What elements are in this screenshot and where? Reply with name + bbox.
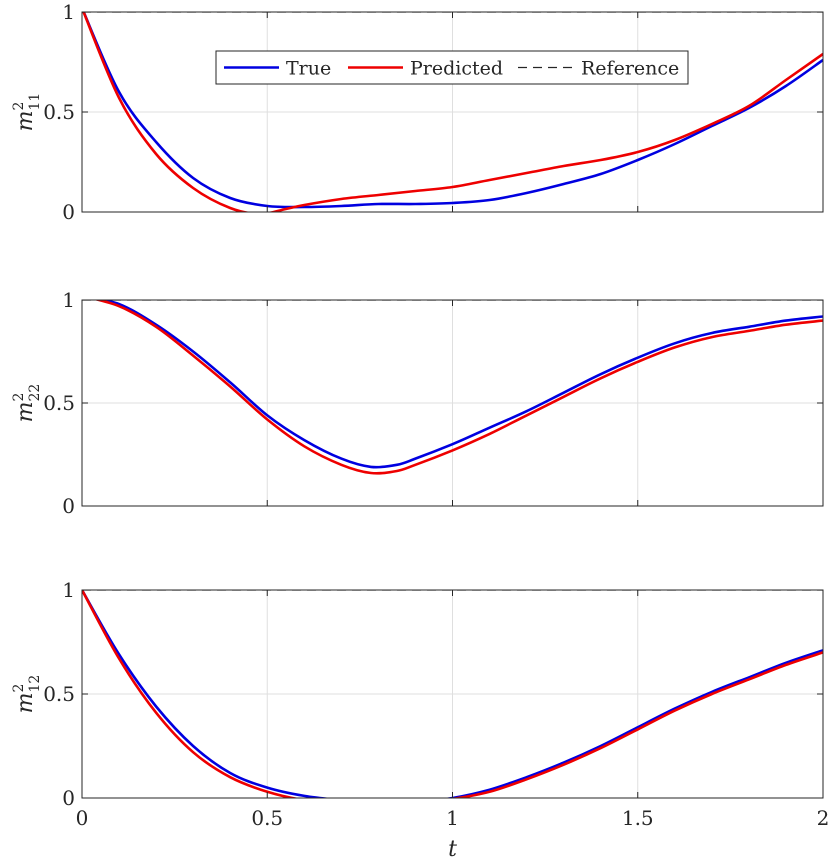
y-tick-label: 0 <box>62 494 75 518</box>
legend-box <box>215 50 689 85</box>
x-axis-label: t <box>448 837 457 862</box>
series-line-true <box>82 12 823 209</box>
legend-label-predicted: Predicted <box>410 58 503 80</box>
y-tick-label: 0.5 <box>43 682 75 706</box>
y-tick-label: 1 <box>62 0 75 24</box>
x-tick-label: 1.5 <box>622 806 654 830</box>
panel-3: 0 0.5 1 0 0.5 1 1.5 2 t m212 <box>11 578 829 862</box>
series-line-true <box>97 300 823 469</box>
legend-label-true: True <box>286 58 331 80</box>
y-axis-label: m211 <box>11 93 43 132</box>
legend: True Predicted Reference <box>215 50 689 85</box>
y-tick-label: 0.5 <box>43 100 75 124</box>
y-tick-label: 0 <box>62 200 75 224</box>
series-line-predicted <box>82 12 823 212</box>
panel-1: 0 0.5 1 m211 True Predicted Reference <box>11 0 824 224</box>
y-tick-label: 0.5 <box>43 391 75 415</box>
x-tick-label: 0.5 <box>251 806 283 830</box>
x-tick-label: 2 <box>817 806 830 830</box>
x-tick-label: 1 <box>446 806 459 830</box>
y-tick-label: 0 <box>62 786 75 810</box>
y-tick-label: 1 <box>62 288 75 312</box>
series-line-predicted <box>93 300 823 475</box>
legend-label-reference: Reference <box>581 58 679 80</box>
y-axis-label: m212 <box>11 675 43 714</box>
series-line-predicted <box>82 590 823 798</box>
series-line-true <box>82 590 823 798</box>
y-axis-label: m222 <box>11 384 43 423</box>
panel-2: 0 0.5 1 m222 <box>11 288 824 518</box>
y-tick-label: 1 <box>62 578 75 602</box>
x-tick-label: 0 <box>76 806 89 830</box>
